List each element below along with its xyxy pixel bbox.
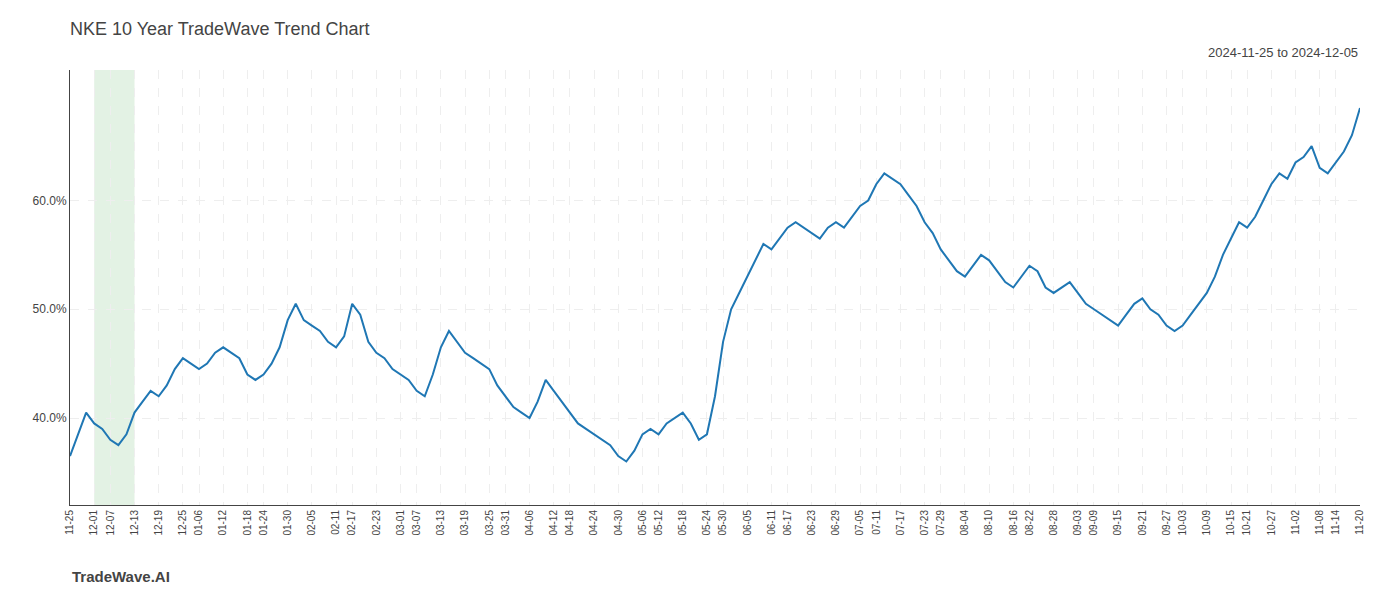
svg-text:03-07: 03-07 <box>411 510 422 536</box>
svg-text:01-24: 01-24 <box>258 510 269 536</box>
svg-text:04-24: 04-24 <box>588 510 599 536</box>
svg-text:06-11: 06-11 <box>766 510 777 535</box>
svg-text:2024-11-25 to 2024-12-05: 2024-11-25 to 2024-12-05 <box>1208 45 1358 60</box>
svg-text:04-18: 04-18 <box>564 510 575 536</box>
svg-text:05-30: 05-30 <box>717 510 728 536</box>
svg-text:10-15: 10-15 <box>1225 510 1236 536</box>
svg-text:07-29: 07-29 <box>935 510 946 536</box>
svg-text:04-12: 04-12 <box>548 510 559 536</box>
svg-text:07-11: 07-11 <box>871 510 882 535</box>
svg-text:05-12: 05-12 <box>653 510 664 536</box>
svg-text:03-31: 03-31 <box>500 510 511 536</box>
svg-text:04-06: 04-06 <box>524 510 535 536</box>
svg-text:10-21: 10-21 <box>1241 510 1252 536</box>
svg-text:06-17: 06-17 <box>782 510 793 536</box>
svg-text:NKE 10 Year TradeWave Trend Ch: NKE 10 Year TradeWave Trend Chart <box>70 19 370 39</box>
svg-text:06-23: 06-23 <box>806 510 817 536</box>
svg-text:03-01: 03-01 <box>395 510 406 536</box>
svg-text:09-27: 09-27 <box>1161 510 1172 536</box>
svg-text:12-01: 12-01 <box>88 510 99 536</box>
svg-text:02-23: 02-23 <box>371 510 382 536</box>
svg-text:09-03: 09-03 <box>1072 510 1083 536</box>
svg-text:06-05: 06-05 <box>742 510 753 536</box>
svg-text:03-19: 03-19 <box>459 510 470 536</box>
svg-text:09-15: 09-15 <box>1112 510 1123 536</box>
svg-text:01-06: 01-06 <box>193 510 204 536</box>
svg-text:11-20: 11-20 <box>1354 510 1365 535</box>
svg-text:02-05: 02-05 <box>306 510 317 536</box>
svg-text:12-25: 12-25 <box>177 510 188 536</box>
svg-text:12-13: 12-13 <box>129 510 140 536</box>
svg-text:01-18: 01-18 <box>242 510 253 536</box>
svg-text:01-30: 01-30 <box>282 510 293 536</box>
svg-text:04-30: 04-30 <box>613 510 624 536</box>
svg-text:03-13: 03-13 <box>435 510 446 536</box>
svg-text:11-08: 11-08 <box>1314 510 1325 535</box>
svg-text:05-06: 05-06 <box>637 510 648 536</box>
svg-text:09-21: 09-21 <box>1137 510 1148 536</box>
svg-text:60.0%: 60.0% <box>33 194 67 208</box>
svg-text:03-25: 03-25 <box>484 510 495 536</box>
svg-text:06-29: 06-29 <box>830 510 841 536</box>
svg-text:05-24: 05-24 <box>701 510 712 536</box>
svg-text:07-17: 07-17 <box>895 510 906 536</box>
svg-text:11-02: 11-02 <box>1290 510 1301 535</box>
svg-text:10-09: 10-09 <box>1201 510 1212 536</box>
svg-text:50.0%: 50.0% <box>33 302 67 316</box>
svg-text:08-22: 08-22 <box>1024 510 1035 536</box>
svg-text:05-18: 05-18 <box>677 510 688 536</box>
svg-text:TradeWave.AI: TradeWave.AI <box>72 568 170 585</box>
svg-text:08-10: 08-10 <box>983 510 994 536</box>
svg-text:08-04: 08-04 <box>959 510 970 536</box>
svg-text:08-16: 08-16 <box>1008 510 1019 536</box>
svg-text:07-05: 07-05 <box>854 510 865 536</box>
svg-text:07-23: 07-23 <box>919 510 930 536</box>
svg-text:10-03: 10-03 <box>1177 510 1188 536</box>
svg-text:40.0%: 40.0% <box>33 411 67 425</box>
svg-text:12-19: 12-19 <box>153 510 164 536</box>
svg-text:11-14: 11-14 <box>1330 510 1341 535</box>
svg-text:09-09: 09-09 <box>1088 510 1099 536</box>
svg-text:11-25: 11-25 <box>64 510 75 535</box>
svg-text:01-12: 01-12 <box>217 510 228 536</box>
svg-text:02-17: 02-17 <box>346 510 357 536</box>
svg-text:02-11: 02-11 <box>330 510 341 535</box>
svg-text:08-28: 08-28 <box>1048 510 1059 536</box>
svg-text:10-27: 10-27 <box>1266 510 1277 536</box>
svg-text:12-07: 12-07 <box>105 510 116 536</box>
